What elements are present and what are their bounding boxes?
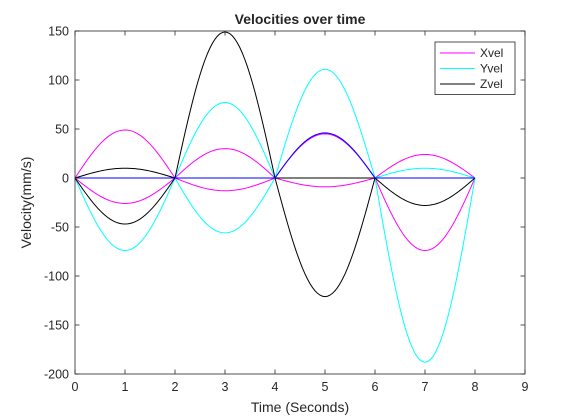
x-tick-label: 7	[422, 380, 429, 394]
x-tick-label: 5	[322, 380, 329, 394]
x-tick-label: 4	[272, 380, 279, 394]
y-tick-label: 100	[48, 74, 69, 88]
legend-label-yvel: Yvel	[480, 62, 503, 76]
y-tick-label: -150	[44, 319, 69, 333]
x-tick-label: 0	[72, 380, 79, 394]
y-tick-label: -100	[44, 270, 69, 284]
chart-title: Velocities over time	[235, 11, 366, 27]
x-tick-label: 6	[372, 380, 379, 394]
x-tick-label: 2	[172, 380, 179, 394]
x-tick-label: 9	[522, 380, 529, 394]
y-axis-label: Velocity(mm/s)	[18, 157, 34, 249]
y-tick-label: -200	[44, 368, 69, 382]
legend-label-zvel: Zvel	[480, 77, 503, 91]
x-tick-label: 1	[122, 380, 129, 394]
y-tick-label: 0	[62, 172, 69, 186]
y-tick-label: 50	[55, 123, 69, 137]
x-axis-label: Time (Seconds)	[251, 399, 349, 415]
y-tick-label: -50	[51, 221, 69, 235]
legend-label-xvel: Xvel	[480, 46, 503, 60]
x-tick-label: 8	[472, 380, 479, 394]
y-tick-label: 150	[48, 25, 69, 39]
x-tick-label: 3	[222, 380, 229, 394]
